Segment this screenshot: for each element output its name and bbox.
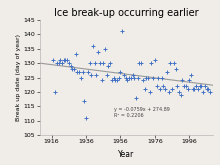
Point — [182, 85, 186, 87]
Point — [115, 79, 119, 82]
Point — [103, 47, 107, 50]
Point — [74, 53, 77, 56]
Point — [86, 70, 90, 73]
Point — [207, 88, 210, 90]
Point — [98, 62, 102, 65]
Point — [76, 70, 79, 73]
Point — [155, 85, 158, 87]
Point — [77, 70, 81, 73]
Point — [59, 59, 62, 62]
Point — [67, 62, 71, 65]
Point — [162, 85, 165, 87]
Point — [196, 88, 200, 90]
Point — [72, 68, 76, 70]
Point — [138, 62, 141, 65]
Point — [150, 62, 153, 65]
Point — [143, 88, 146, 90]
Point — [189, 73, 193, 76]
Point — [184, 85, 188, 87]
Point — [132, 76, 136, 79]
Point — [181, 79, 184, 82]
Point — [139, 62, 143, 65]
Point — [57, 62, 60, 65]
Point — [84, 117, 88, 119]
Title: Ice break-up occurring earlier: Ice break-up occurring earlier — [54, 8, 199, 18]
Point — [124, 76, 127, 79]
Point — [141, 79, 145, 82]
Point — [200, 85, 203, 87]
Point — [88, 62, 91, 65]
Point — [157, 76, 160, 79]
Point — [52, 59, 55, 62]
Point — [163, 88, 167, 90]
Point — [176, 85, 179, 87]
Point — [127, 76, 131, 79]
Point — [117, 76, 121, 79]
Point — [79, 76, 83, 79]
Point — [186, 88, 189, 90]
Point — [136, 76, 139, 79]
Point — [208, 91, 212, 93]
Point — [64, 59, 67, 62]
Point — [187, 79, 191, 82]
Point — [194, 85, 198, 87]
Point — [93, 62, 96, 65]
Point — [172, 62, 176, 65]
Point — [165, 70, 169, 73]
Point — [53, 91, 57, 93]
Point — [170, 88, 174, 90]
Point — [126, 79, 129, 82]
Point — [69, 65, 72, 67]
Point — [81, 70, 84, 73]
Point — [100, 79, 103, 82]
Point — [60, 62, 64, 65]
Point — [201, 91, 205, 93]
Point — [191, 88, 194, 90]
Point — [62, 59, 66, 62]
Point — [151, 76, 155, 79]
Point — [112, 76, 115, 79]
Point — [91, 44, 95, 47]
Point — [146, 76, 150, 79]
Point — [95, 73, 98, 76]
Point — [105, 73, 108, 76]
Point — [134, 96, 138, 99]
Point — [101, 62, 105, 65]
Point — [96, 50, 100, 53]
Point — [198, 85, 201, 87]
Point — [174, 68, 177, 70]
Point — [203, 85, 207, 87]
Point — [119, 70, 122, 73]
X-axis label: Year: Year — [118, 150, 135, 159]
Point — [177, 91, 181, 93]
Point — [131, 73, 134, 76]
Y-axis label: Break up date (day of year): Break up date (day of year) — [16, 34, 21, 121]
Point — [167, 91, 170, 93]
Point — [114, 79, 117, 82]
Point — [129, 76, 133, 79]
Point — [107, 65, 110, 67]
Point — [158, 88, 162, 90]
Point — [55, 62, 59, 65]
Point — [110, 79, 114, 82]
Point — [108, 62, 112, 65]
Point — [120, 30, 124, 33]
Point — [90, 73, 93, 76]
Point — [122, 73, 126, 76]
Text: y = -0.0759x + 274.89
R² = 0.2206: y = -0.0759x + 274.89 R² = 0.2206 — [114, 107, 169, 118]
Point — [193, 88, 196, 90]
Point — [160, 76, 163, 79]
Point — [169, 62, 172, 65]
Point — [205, 88, 208, 90]
Point — [148, 91, 152, 93]
Point — [179, 94, 182, 96]
Point — [82, 99, 86, 102]
Point — [145, 76, 148, 79]
Point — [153, 59, 157, 62]
Point — [65, 59, 69, 62]
Point — [71, 68, 74, 70]
